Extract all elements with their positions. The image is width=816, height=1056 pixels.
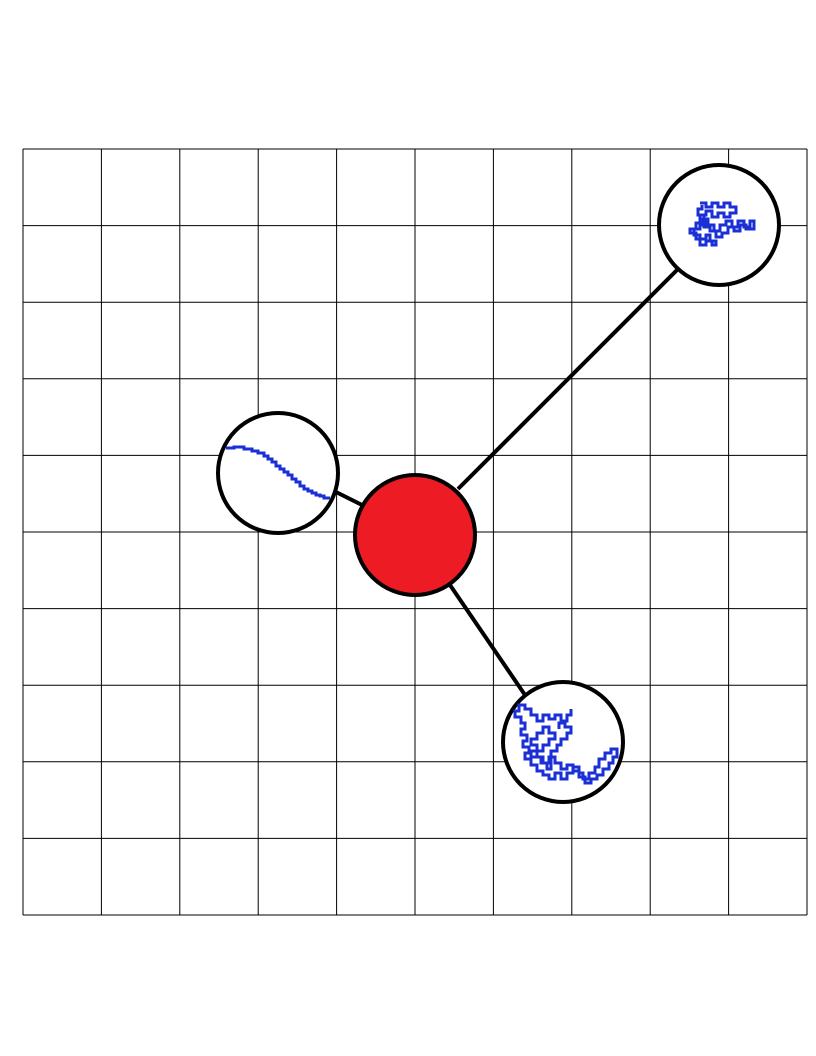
compact-coil-polymer <box>688 201 756 247</box>
satellite-left <box>216 411 340 535</box>
satellite-circle <box>501 680 625 804</box>
satellite-top-right <box>657 163 781 287</box>
extended-chain-polymer <box>226 445 330 500</box>
satellite-circle <box>216 411 340 535</box>
central-node <box>353 473 477 597</box>
connector-left <box>335 490 363 507</box>
satellite-bottom-right <box>501 680 625 804</box>
connector-bottom-right <box>448 583 527 697</box>
connectors <box>335 265 682 697</box>
connector-top-right <box>456 265 682 491</box>
random-walk-polymer <box>513 703 619 785</box>
